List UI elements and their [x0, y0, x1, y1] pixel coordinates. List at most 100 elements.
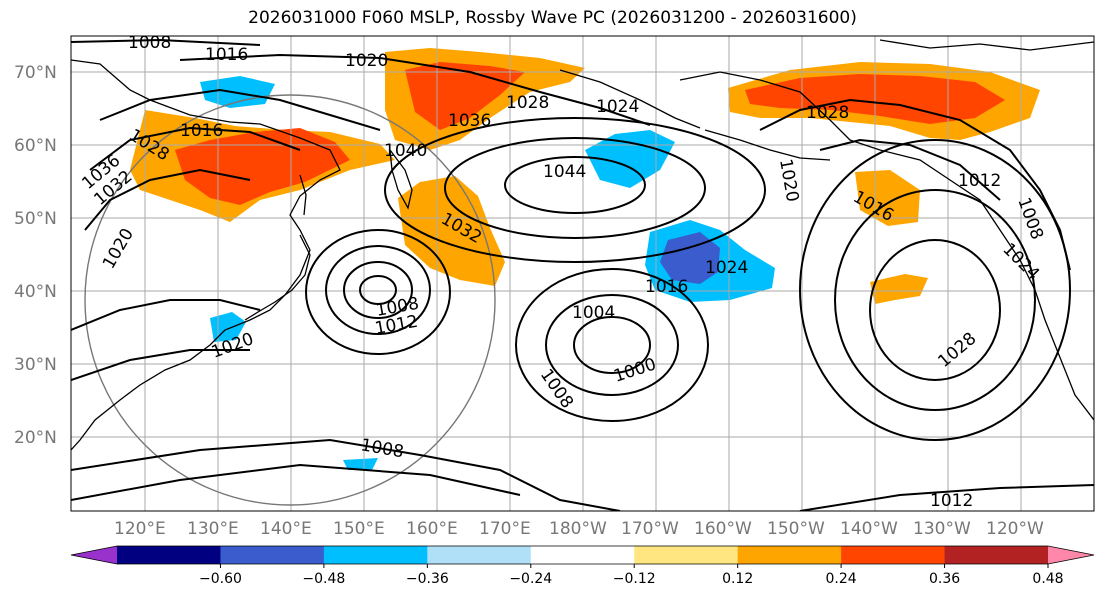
colorbar-tick-label: 0.24 — [826, 571, 857, 587]
lon-label: 120°W — [986, 519, 1044, 539]
isobar-low-japan-1 — [359, 275, 397, 305]
anomaly-positive-east-japan — [398, 176, 505, 286]
isobar-siberia-1 — [99, 88, 381, 131]
isobar-label: 1024 — [705, 258, 748, 278]
coast-sakhalin — [299, 174, 307, 216]
lon-label: 170°E — [479, 519, 531, 539]
latitude-labels: 70°N 60°N 50°N 40°N 30°N 20°N — [14, 63, 57, 448]
lat-label-60n: 60°N — [14, 136, 57, 156]
colorbar-tick-label: 0.12 — [722, 571, 753, 587]
anomaly-negative-tropics — [343, 458, 378, 470]
isobar-se-1012 — [799, 484, 1094, 511]
longitude-labels: 120°E 130°E 140°E 150°E 160°E 170°E 180°… — [114, 519, 1044, 539]
coast-alaska — [679, 71, 1094, 421]
lon-label: 160°E — [406, 519, 458, 539]
isobar-low-central-3 — [515, 268, 709, 422]
lat-label-20n: 20°N — [14, 428, 57, 448]
isobar-high-east-3 — [799, 139, 1071, 441]
graticule — [71, 36, 1094, 511]
colorbar: −0.60 −0.48 −0.36 −0.24 −0.12 0.12 0.24 0.36 0.4… — [70, 545, 1095, 587]
reference-circle — [84, 94, 496, 506]
colorbar-tick-label: −0.48 — [302, 571, 345, 587]
isobar-low-central-2 — [545, 294, 679, 396]
lon-label: 160°W — [694, 519, 752, 539]
isobar-label: 1008 — [1013, 195, 1047, 242]
isobar-label: 1008 — [128, 33, 171, 53]
anomaly-shading — [130, 48, 1040, 470]
colorbar-segment — [323, 546, 428, 564]
lon-label: 130°E — [187, 519, 239, 539]
coast-arctic — [879, 39, 1094, 51]
coast-aleutians — [704, 129, 831, 161]
isobar-label: 1012 — [958, 171, 1001, 191]
isobars — [71, 38, 1094, 511]
isobar-label: 1008 — [359, 435, 405, 462]
lon-label: 150°W — [767, 519, 825, 539]
anomaly-strong-siberia — [175, 128, 350, 205]
lon-label: 170°W — [621, 519, 679, 539]
lon-label: 150°E — [333, 519, 385, 539]
isobar-low-japan-4 — [305, 229, 451, 355]
isobar-label: 1028 — [806, 103, 849, 123]
colorbar-tick-label: 0.48 — [1032, 571, 1063, 587]
anomaly-positive-ne-pacific — [870, 274, 928, 304]
lat-label-30n: 30°N — [14, 355, 57, 375]
isobar-alaska-2 — [819, 138, 1001, 201]
colorbar-segment — [737, 546, 842, 564]
colorbar-tick-label: −0.60 — [199, 571, 242, 587]
isobar-label: 1000 — [611, 354, 658, 386]
coast-chukotka — [559, 69, 701, 129]
isobar-siberia-2 — [89, 126, 301, 171]
isobar-high-north-2 — [444, 137, 706, 239]
isobar-label: 1012 — [930, 491, 973, 511]
isobar-label: 1016 — [180, 121, 223, 141]
anomaly-strong-negative-central — [660, 232, 720, 284]
colorbar-segment — [841, 546, 946, 564]
isobar-label: 1020 — [775, 157, 802, 203]
isobar-west-2 — [71, 349, 250, 381]
lon-label: 130°W — [913, 519, 971, 539]
isobar-arctic-1 — [179, 53, 651, 126]
isobar-low-central-1 — [573, 316, 651, 374]
isobar-label: 1036 — [448, 111, 491, 131]
isobar-label: 1044 — [543, 162, 586, 182]
lat-label-50n: 50°N — [14, 209, 57, 229]
isobar-high-north-3 — [384, 117, 766, 263]
map-title: 2026031000 F060 MSLP, Rossby Wave PC (20… — [248, 8, 857, 28]
isobar-low-japan-3 — [325, 245, 431, 335]
lon-label: 140°W — [840, 519, 898, 539]
colorbar-extend-low — [71, 546, 117, 564]
colorbar-tick-label: −0.24 — [509, 571, 552, 587]
isobar-alaska-1 — [759, 98, 1071, 271]
lon-label: 180°W — [549, 519, 607, 539]
isobar-high-north-1 — [504, 156, 646, 214]
isobar-low-japan-2 — [343, 261, 413, 319]
isobar-arctic-2 — [71, 38, 261, 46]
colorbar-outline — [70, 545, 1095, 565]
lat-label-40n: 40°N — [14, 282, 57, 302]
colorbar-extend-high — [1048, 546, 1094, 564]
isobar-label: 1016 — [645, 277, 688, 297]
colorbar-segment — [944, 546, 1049, 564]
isobar-south-1008 — [71, 438, 621, 511]
lon-label: 140°E — [260, 519, 312, 539]
isobar-label: 1016 — [205, 45, 248, 65]
colorbar-segment — [220, 546, 325, 564]
coast-asia — [71, 59, 341, 451]
isobar-label: 1020 — [345, 51, 388, 71]
colorbar-segment — [117, 546, 221, 564]
colorbar-tick-label: −0.12 — [613, 571, 656, 587]
colorbar-segment — [427, 546, 532, 564]
isobar-label: 1020 — [99, 225, 138, 272]
isobar-label: 1008 — [536, 365, 577, 412]
lon-label: 120°E — [114, 519, 166, 539]
isobar-high-east-2 — [834, 189, 1036, 411]
isobar-west-1 — [71, 299, 261, 331]
coast-japan — [244, 234, 311, 321]
colorbar-segment — [530, 546, 635, 564]
isobar-label: 1024 — [596, 97, 639, 117]
isobar-south-1012 — [71, 463, 521, 501]
colorbar-segment — [634, 546, 739, 564]
colorbar-tick-label: 0.36 — [929, 571, 960, 587]
